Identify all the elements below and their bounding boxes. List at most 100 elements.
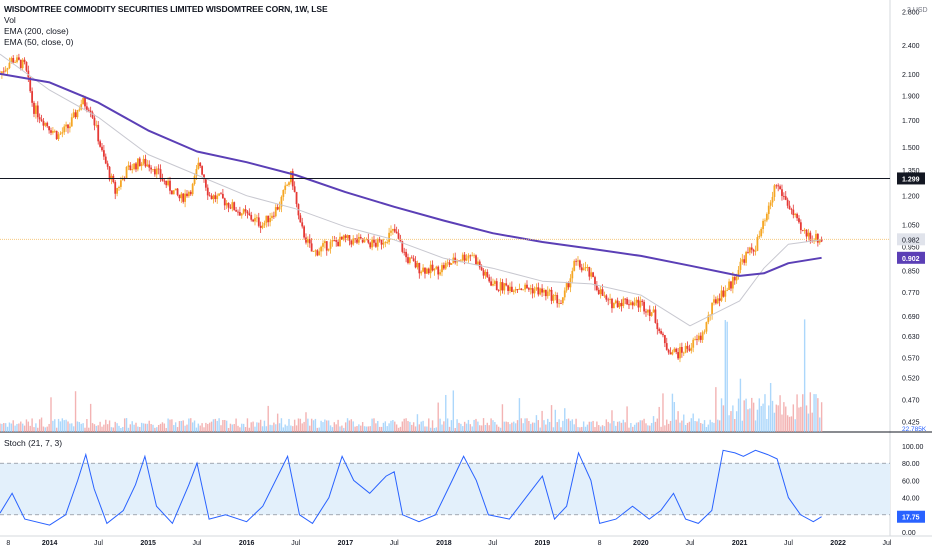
candle-body (782, 195, 785, 197)
price-tick-label: 0.425 (902, 420, 920, 427)
candle-body (493, 281, 496, 284)
volume-bar (16, 423, 18, 432)
volume-bar (384, 421, 387, 432)
volume-bar (331, 427, 334, 432)
volume-bar (477, 421, 479, 432)
volume-bar (635, 422, 638, 432)
volume-bar (409, 421, 411, 432)
candle-body (286, 184, 289, 186)
candle-body (601, 289, 604, 296)
volume-bar (367, 426, 370, 432)
candle-body (554, 295, 557, 296)
volume-bar (667, 423, 670, 432)
candle-body (212, 195, 215, 200)
volume-bar (794, 419, 796, 432)
volume-bar (545, 424, 547, 432)
volume-bar (252, 421, 254, 432)
candle-body (535, 287, 538, 290)
candle-body (114, 182, 117, 194)
candle-body (662, 333, 664, 336)
candle-body (584, 267, 587, 269)
candle-body (231, 202, 234, 209)
price-tick-label: 0.690 (902, 314, 920, 321)
volume-bar (278, 423, 281, 432)
volume-bar (371, 418, 373, 432)
candle-body (580, 267, 583, 271)
candle-body (161, 178, 164, 181)
candle-body (573, 260, 576, 271)
volume-bar (10, 423, 13, 432)
volume-bar (752, 402, 755, 432)
volume-bar (749, 408, 751, 432)
candle-body (374, 242, 377, 247)
candle-body (89, 110, 92, 113)
volume-bar (554, 409, 557, 432)
indicator-ema200-label[interactable]: EMA (200, close) (4, 26, 69, 36)
candle-body (816, 233, 819, 243)
volume-bar (688, 421, 691, 432)
volume-bar (439, 418, 441, 432)
candle-body (414, 261, 417, 268)
ema200-line (0, 72, 822, 277)
candle-body (431, 264, 434, 271)
symbol-title[interactable]: WISDOMTREE COMMODITY SECURITIES LIMITED … (4, 4, 328, 14)
candle-body (191, 183, 194, 195)
volume-bar (301, 423, 303, 432)
volume-bar (293, 419, 296, 432)
volume-bar (114, 421, 116, 432)
ema200-price-badge (897, 251, 925, 264)
volume-bar (290, 425, 292, 432)
volume-bar (314, 418, 317, 432)
candle-body (25, 62, 28, 71)
volume-bar (125, 418, 128, 432)
candle-body (142, 158, 145, 164)
volume-bar (258, 422, 260, 432)
time-tick-label: 2018 (436, 540, 452, 547)
volume-bar (1, 423, 3, 432)
candle-body (503, 283, 506, 291)
volume-bar (210, 421, 213, 432)
stoch-legend[interactable]: Stoch (21, 7, 3) (4, 438, 63, 448)
candle-body (590, 272, 593, 277)
volume-bar (137, 426, 139, 432)
candle-body (0, 71, 3, 75)
candle-body (403, 251, 406, 253)
candle-body (344, 235, 347, 238)
volume-bar (624, 422, 626, 432)
volume-bar (31, 418, 33, 432)
candle-body (250, 214, 253, 220)
volume-bar (84, 427, 86, 432)
indicator-ema50-label[interactable]: EMA (50, close, 0) (4, 37, 74, 47)
candle-body (764, 220, 766, 222)
volume-bar (626, 406, 628, 432)
volume-bar (637, 422, 640, 432)
candle-body (72, 112, 75, 118)
volume-bar (354, 426, 356, 432)
candle-body (618, 302, 621, 308)
volume-bar (501, 404, 504, 432)
volume-bar (169, 419, 171, 432)
volume-bar (649, 425, 651, 432)
candle-body (728, 281, 730, 290)
candle-body (218, 193, 221, 196)
volume-bar (280, 418, 283, 432)
candle-body (352, 238, 355, 245)
candle-body (303, 226, 306, 238)
volume-bar (730, 411, 732, 432)
price-tick-label: 0.630 (902, 334, 920, 341)
volume-bar (303, 421, 305, 432)
volume-bar (116, 423, 118, 432)
volume-bar (312, 420, 315, 432)
candle-body (159, 169, 162, 179)
volume-bar (191, 422, 194, 432)
time-tick-label: 2017 (338, 540, 354, 547)
candle-body (722, 290, 725, 297)
candle-body (471, 255, 474, 257)
volume-bar (737, 398, 740, 432)
candle-body (57, 134, 60, 139)
candle-body (348, 235, 351, 241)
indicator-vol-label[interactable]: Vol (4, 15, 16, 25)
candle-body (475, 255, 477, 265)
candle-body (371, 239, 373, 248)
candle-body (299, 215, 302, 223)
